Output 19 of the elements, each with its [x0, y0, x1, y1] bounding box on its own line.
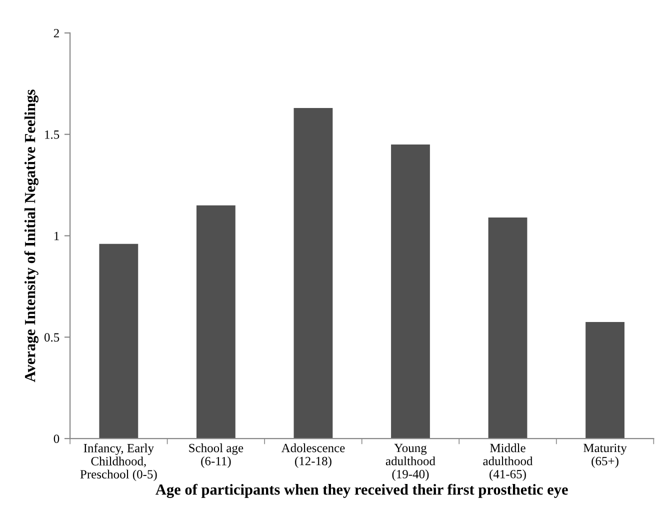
x-axis-title: Age of participants when they received their first prosthetic eye — [156, 484, 568, 498]
y-tick-label: 1.5 — [45, 130, 60, 139]
y-tick-label: 2 — [54, 29, 59, 38]
bar — [586, 322, 624, 439]
bar — [99, 244, 138, 439]
x-tick-label: School age (6-11) — [189, 443, 244, 468]
x-tick-label: Middle adulthood (41-65) — [483, 443, 533, 481]
x-tick-label: Young adulthood (19-40) — [386, 444, 436, 481]
bar — [196, 205, 236, 439]
x-tick-label: Infancy, Early Childhood, Preschool (0-5) — [80, 443, 157, 482]
x-tick-label: Adolescence (12-18) — [281, 443, 345, 468]
y-tick-label: 0.5 — [44, 333, 60, 342]
y-axis-title: Average Intensity of Initial Negative Feelings — [24, 90, 38, 382]
bar — [488, 218, 528, 439]
y-tick-label: 1 — [54, 232, 59, 240]
bar — [294, 108, 333, 439]
y-tick-label: 0 — [54, 434, 60, 444]
x-tick-label: Maturity (65+) — [584, 444, 627, 468]
bar — [391, 144, 430, 439]
